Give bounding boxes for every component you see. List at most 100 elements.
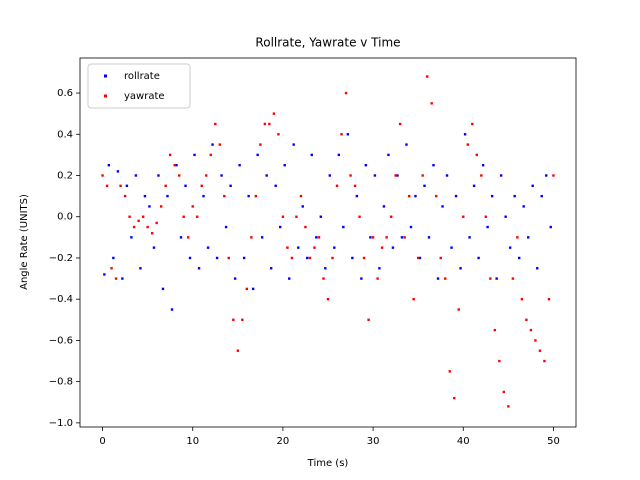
point <box>224 225 228 229</box>
point <box>272 112 276 115</box>
point <box>471 122 474 126</box>
point <box>405 143 408 146</box>
point <box>141 215 145 218</box>
point <box>498 359 501 363</box>
point <box>304 225 307 229</box>
point <box>475 153 478 157</box>
point <box>170 308 174 311</box>
point <box>211 143 214 146</box>
point <box>251 287 255 291</box>
point <box>250 236 253 239</box>
point <box>301 205 304 208</box>
point <box>421 174 424 177</box>
legend-marker <box>104 94 107 98</box>
point <box>148 205 151 208</box>
point <box>430 102 433 105</box>
point <box>132 225 136 229</box>
point <box>333 246 336 249</box>
point <box>245 287 249 291</box>
point <box>516 236 519 239</box>
point <box>344 91 348 95</box>
point <box>196 215 199 218</box>
point <box>511 277 515 280</box>
point <box>288 277 291 280</box>
point <box>540 194 543 198</box>
point <box>371 236 375 239</box>
point <box>123 194 127 198</box>
point <box>233 277 237 280</box>
point <box>400 236 404 239</box>
point <box>450 246 453 249</box>
point <box>351 256 354 260</box>
point <box>378 267 381 270</box>
point <box>490 194 494 198</box>
point <box>103 273 106 276</box>
point <box>268 122 271 126</box>
point <box>101 174 104 177</box>
point <box>168 153 172 157</box>
y-tick-label: 0.0 <box>57 212 73 223</box>
point <box>432 163 435 167</box>
point <box>229 184 232 188</box>
point <box>317 236 321 239</box>
point <box>119 184 122 188</box>
point <box>360 277 363 280</box>
point <box>299 194 303 198</box>
point <box>362 256 366 260</box>
point <box>306 256 309 260</box>
point <box>331 256 334 260</box>
point <box>236 349 240 352</box>
point <box>241 318 244 322</box>
point <box>353 184 357 188</box>
point <box>215 256 219 260</box>
point <box>423 184 426 188</box>
point <box>319 215 322 218</box>
point <box>396 174 399 177</box>
point <box>520 297 524 301</box>
x-tick-label: 0 <box>99 436 105 447</box>
point <box>134 174 138 177</box>
point <box>155 221 158 225</box>
point <box>242 256 246 260</box>
point <box>247 194 250 198</box>
point <box>507 405 510 408</box>
point <box>495 277 498 280</box>
point <box>159 205 163 208</box>
point <box>164 184 167 188</box>
point <box>297 246 300 249</box>
y-tick-label: −0.2 <box>49 253 73 264</box>
y-tick-label: −1.0 <box>49 418 73 429</box>
y-axis-label: Angle Rate (UNITS) <box>19 194 30 290</box>
point <box>313 246 316 249</box>
point <box>525 318 528 322</box>
point <box>418 256 422 260</box>
point <box>480 174 483 177</box>
point <box>391 246 395 249</box>
point <box>376 277 379 280</box>
point <box>200 184 203 188</box>
point <box>121 277 124 280</box>
point <box>193 153 196 157</box>
y-tick-label: −0.6 <box>49 335 73 346</box>
point <box>223 194 226 198</box>
point <box>146 225 149 229</box>
point <box>552 174 555 177</box>
point <box>161 287 165 291</box>
y-tick-label: 0.2 <box>57 171 73 182</box>
point <box>157 174 160 177</box>
point <box>269 267 273 270</box>
point <box>188 256 192 260</box>
point <box>398 122 402 126</box>
point <box>403 236 406 239</box>
point <box>486 225 489 229</box>
point <box>292 143 295 146</box>
point <box>369 236 372 239</box>
point <box>445 174 449 177</box>
point <box>444 277 447 280</box>
point <box>197 267 201 270</box>
point <box>394 174 397 177</box>
point <box>543 359 546 363</box>
point <box>380 246 384 249</box>
point <box>218 143 221 146</box>
